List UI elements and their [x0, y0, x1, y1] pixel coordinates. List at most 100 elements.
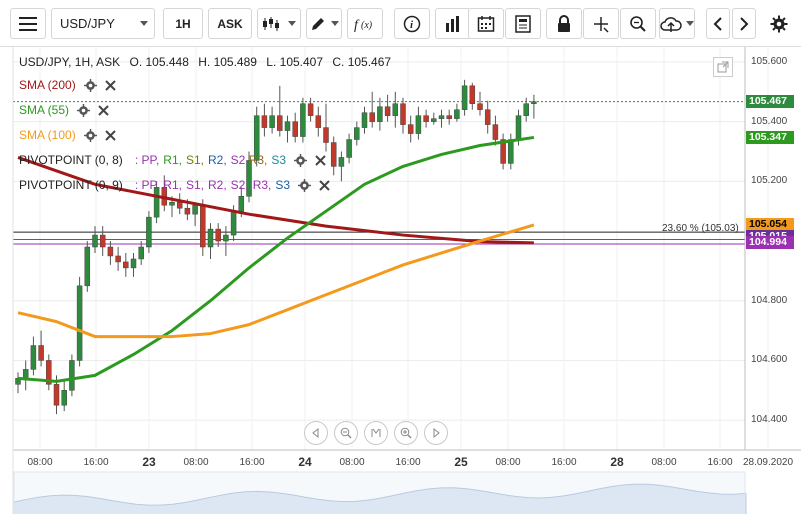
hamburger-icon	[19, 16, 37, 31]
timeframe-button[interactable]: 1H	[163, 8, 203, 39]
settings-button[interactable]	[763, 8, 795, 39]
chart-area[interactable]: USD/JPY, 1H, ASK O. 105.448 H. 105.489 L…	[0, 47, 801, 514]
candle-body	[223, 234, 229, 242]
scroll-right-button[interactable]	[732, 8, 756, 39]
menu-button[interactable]	[10, 8, 46, 39]
chevron-right-icon	[740, 16, 749, 31]
x-tick-label: 28.09.2020	[742, 457, 794, 468]
expand-icon[interactable]	[713, 57, 733, 77]
pivot8-r2: R2,	[207, 153, 227, 167]
price-chart[interactable]	[0, 47, 801, 514]
x-tick-label: 08:00	[27, 457, 53, 468]
candle-body	[361, 112, 368, 128]
candle-body	[508, 139, 514, 164]
candle-body	[292, 121, 298, 137]
candle-body	[207, 228, 214, 248]
candle-body	[431, 118, 437, 122]
candle-body	[469, 85, 476, 104]
gear-icon[interactable]	[77, 103, 91, 117]
gear-icon[interactable]	[294, 153, 308, 167]
upload-button[interactable]	[659, 8, 695, 39]
x-tick-label: 16:00	[707, 457, 733, 468]
pan-right-button[interactable]	[424, 421, 448, 445]
candle-body	[69, 360, 75, 391]
price-type-button[interactable]: ASK	[208, 8, 252, 39]
x-tick-label: 08:00	[183, 457, 209, 468]
symbol-select[interactable]: USD/JPY	[51, 8, 155, 39]
document-icon	[515, 14, 531, 33]
calendar-button[interactable]	[468, 8, 504, 39]
x-tick-label: 16:00	[395, 457, 421, 468]
scroll-left-button[interactable]	[706, 8, 730, 39]
bar-chart-icon	[446, 15, 459, 32]
crosshair-button[interactable]	[583, 8, 619, 39]
symbol-label: USD/JPY	[60, 16, 115, 31]
candle-body	[107, 246, 114, 257]
pivot8-r1: R1,	[163, 153, 182, 167]
candle-body	[169, 201, 175, 206]
overview-navigator[interactable]	[13, 471, 747, 514]
reset-button[interactable]	[364, 421, 388, 445]
pivot9-s2: S2,	[230, 178, 249, 192]
close-icon[interactable]	[319, 179, 330, 191]
pivot8-s3: S3	[271, 153, 287, 167]
candle-body	[184, 207, 191, 215]
legend-sma200: SMA (200)	[19, 78, 116, 92]
sma100-label: SMA (100)	[19, 128, 76, 142]
candle-body	[269, 115, 275, 128]
zoom-in-icon	[400, 427, 412, 439]
candle-body	[315, 115, 322, 128]
price-tag-sma55: 105.347	[746, 130, 794, 144]
close-icon[interactable]	[104, 79, 116, 91]
gear-icon	[770, 15, 788, 32]
overview-area	[13, 483, 747, 514]
candle-body	[53, 384, 60, 406]
y-tick-label: 105.200	[751, 175, 788, 187]
candle-body	[92, 234, 98, 248]
chevron-down-icon	[331, 21, 339, 26]
candle-body	[323, 127, 329, 143]
news-button[interactable]	[505, 8, 541, 39]
close-icon[interactable]	[315, 154, 326, 166]
crosshair-icon	[594, 16, 609, 33]
pan-left-button[interactable]	[304, 421, 328, 445]
ohlc-readout: USD/JPY, 1H, ASK O. 105.448 H. 105.489 L…	[19, 55, 397, 69]
timeframe-label: 1H	[175, 16, 191, 31]
volume-button[interactable]	[435, 8, 471, 39]
close-icon[interactable]	[98, 104, 109, 116]
pivot8-pp: : PP,	[134, 153, 160, 167]
sma-line	[17, 135, 535, 383]
pencil-icon	[312, 17, 324, 30]
price-tag-sma200: 104.994	[746, 236, 794, 250]
gear-icon[interactable]	[83, 128, 97, 142]
moving-averages	[17, 135, 535, 383]
chart-type-button[interactable]	[257, 8, 301, 39]
low-value: L. 105.407	[266, 55, 324, 69]
zoom-in-button[interactable]	[394, 421, 418, 445]
svg-text:i: i	[410, 19, 414, 31]
lock-button[interactable]	[546, 8, 582, 39]
pivot9-label: PIVOTPOINT (0, 9)	[19, 178, 123, 192]
candle-body	[246, 160, 252, 197]
candle-body	[307, 103, 314, 116]
gear-icon[interactable]	[83, 78, 97, 92]
candle-body	[130, 258, 137, 269]
draw-tool-button[interactable]	[306, 8, 342, 39]
price-tag-fib: 105.054	[746, 218, 794, 232]
close-value: C. 105.467	[332, 55, 392, 69]
svg-text:f: f	[354, 18, 360, 32]
candlestick-icon	[263, 16, 279, 31]
close-icon[interactable]	[104, 129, 116, 141]
zoom-out-button[interactable]	[334, 421, 358, 445]
zoom-button[interactable]	[620, 8, 656, 39]
gear-icon[interactable]	[298, 178, 312, 192]
overview-window	[13, 471, 746, 514]
candle-body	[446, 115, 452, 119]
info-button[interactable]: i	[394, 8, 430, 39]
indicators-button[interactable]: f (x)	[347, 8, 383, 39]
y-tick-label: 104.800	[751, 294, 788, 306]
candle-body	[461, 85, 468, 110]
chevron-left-icon	[713, 16, 722, 31]
pivot8-r3: R3,	[248, 153, 268, 167]
candle-body	[438, 115, 445, 119]
